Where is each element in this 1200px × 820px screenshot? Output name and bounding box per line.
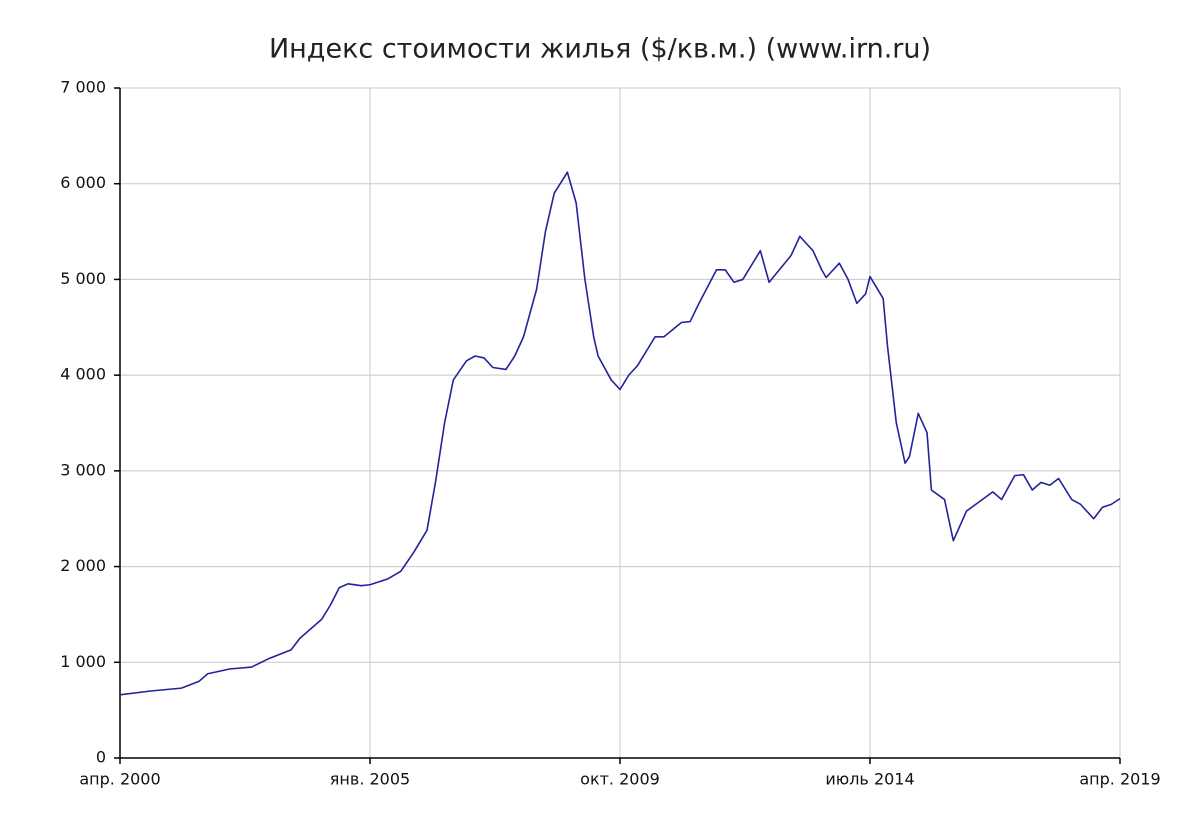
y-tick-label: 3 000 <box>60 460 106 479</box>
y-tick-label: 1 000 <box>60 652 106 671</box>
y-tick-label: 4 000 <box>60 365 106 384</box>
y-tick-label: 6 000 <box>60 173 106 192</box>
y-tick-label: 7 000 <box>60 78 106 97</box>
y-tick-label: 5 000 <box>60 269 106 288</box>
x-tick-label: апр. 2000 <box>79 770 160 789</box>
x-tick-label: окт. 2009 <box>580 770 660 789</box>
x-tick-label: янв. 2005 <box>330 770 410 789</box>
y-tick-label: 0 <box>96 748 106 767</box>
chart-title: Индекс стоимости жилья ($/кв.м.) (www.ir… <box>269 34 931 65</box>
x-tick-label: июль 2014 <box>825 770 914 789</box>
data-line <box>119 171 1121 696</box>
x-tick-label: апр. 2019 <box>1079 770 1160 789</box>
y-tick-label: 2 000 <box>60 556 106 575</box>
